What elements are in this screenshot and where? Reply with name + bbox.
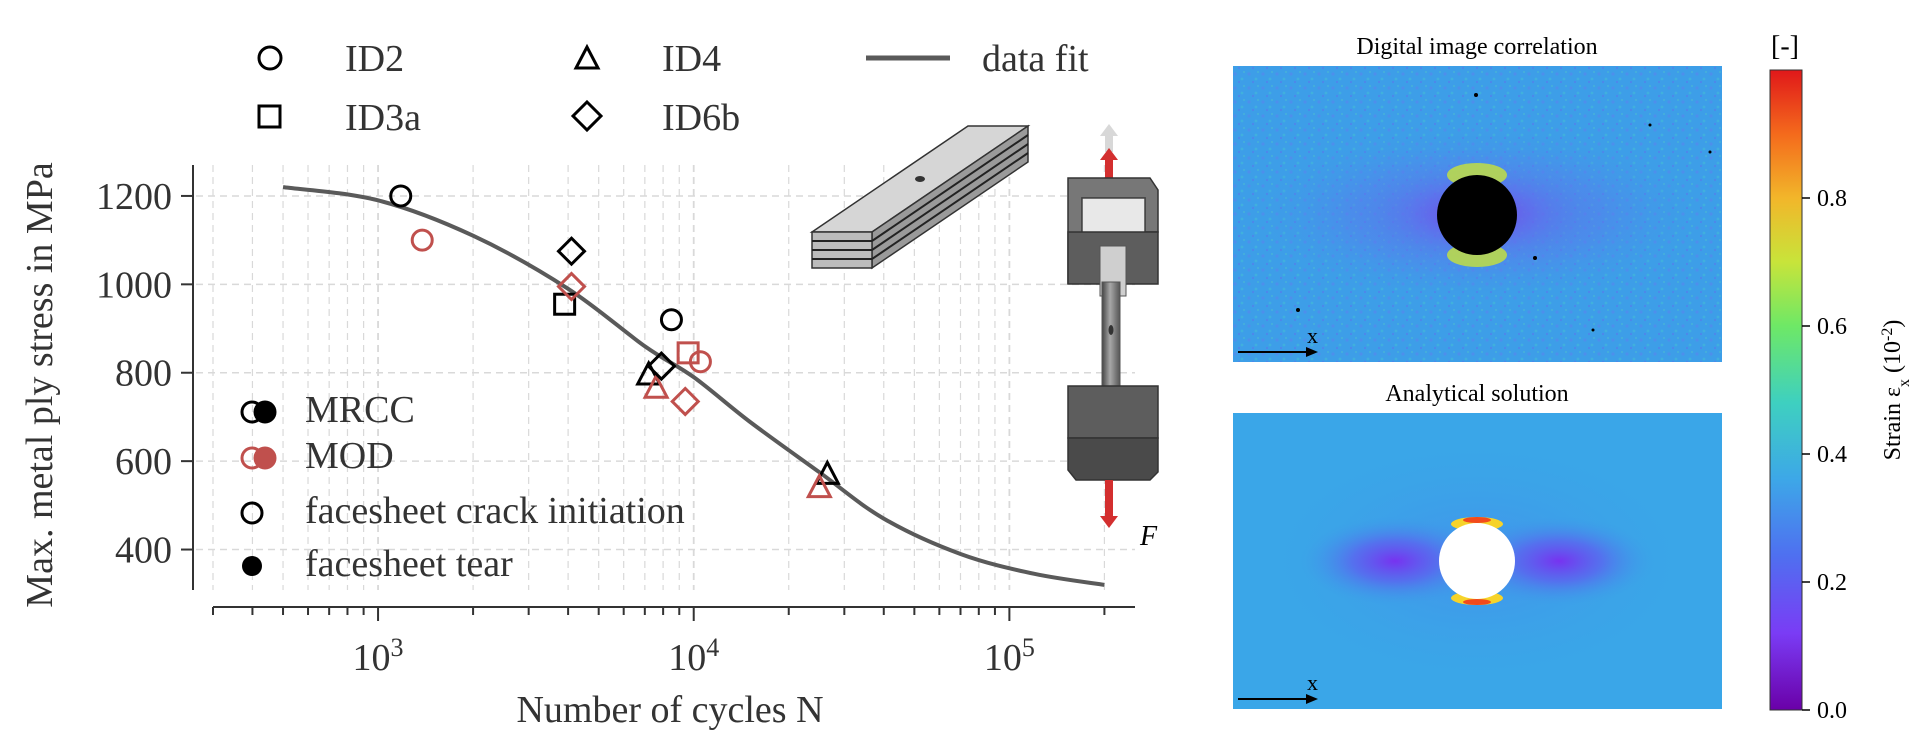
y-tick-label: 1000 bbox=[96, 264, 172, 306]
analytical-panel-title: Analytical solution bbox=[1385, 381, 1568, 407]
legend-crack-initiation-label: facesheet crack initiation bbox=[305, 490, 685, 532]
legend-inner: MRCC MOD facesheet crack initiation face… bbox=[240, 389, 685, 585]
x-ticks: 103 104 105 bbox=[212, 607, 1106, 680]
legend-top: ID2 ID4 data fit ID3a ID6b bbox=[257, 38, 1089, 139]
data-point-id6b-mod bbox=[556, 271, 587, 302]
analytical-panel: Analytical solution x bbox=[1233, 381, 1722, 709]
data-point-id2-mod bbox=[410, 228, 434, 252]
data-markers bbox=[389, 184, 841, 499]
data-point-id3a-mrcc bbox=[553, 292, 577, 316]
legend-mod-filled bbox=[253, 446, 277, 470]
legend-open-marker bbox=[240, 501, 264, 525]
legend-id4-label: ID4 bbox=[662, 38, 721, 80]
data-point-id6b-mrcc bbox=[556, 236, 587, 267]
data-point-id2-mrcc bbox=[659, 308, 683, 332]
dic-panel: Digital image correlation x bbox=[1233, 34, 1722, 362]
legend-tear-label: facesheet tear bbox=[305, 543, 513, 585]
colorbar-label: Strain εx (10-2) bbox=[1879, 320, 1913, 461]
legend-id3a-label: ID3a bbox=[345, 97, 421, 139]
data-fit-curve bbox=[282, 185, 1105, 587]
legend-id6b-label: ID6b bbox=[662, 97, 740, 139]
data-point-id3a-mod bbox=[676, 341, 700, 365]
fatigue-chart: 400 600 800 1000 1200 103 104 105 Max. metal p… bbox=[19, 38, 1135, 731]
legend-mrcc-filled bbox=[253, 400, 277, 424]
colorbar-tick-label: 0.8 bbox=[1817, 186, 1847, 212]
data-point-id4-mrcc bbox=[813, 459, 841, 485]
y-tick-label: 400 bbox=[115, 530, 172, 572]
legend-id3a-marker bbox=[257, 104, 282, 129]
y-tick-label: 600 bbox=[115, 441, 172, 483]
colorbar-tick-label: 0.2 bbox=[1817, 570, 1847, 596]
colorbar-tick-label: 0.0 bbox=[1817, 698, 1847, 724]
legend-id6b-marker bbox=[570, 99, 604, 133]
laminate-specimen-illustration bbox=[809, 124, 1031, 270]
dic-axis-label: x bbox=[1307, 323, 1318, 348]
colorbar-gradient bbox=[1769, 69, 1803, 711]
y-axis-title: Max. metal ply stress in MPa bbox=[19, 162, 61, 608]
colorbar: [-] 0.0 0.2 0.4 0.6 0.8 Strain εx (10-2) bbox=[1769, 31, 1913, 724]
legend-fit-label: data fit bbox=[982, 38, 1089, 80]
legend-mod-label: MOD bbox=[305, 435, 394, 477]
fatigue-test-fixture-illustration: F bbox=[1067, 124, 1159, 552]
y-tick-label: 800 bbox=[115, 353, 172, 395]
colorbar-tick-label: 0.6 bbox=[1817, 314, 1847, 340]
colorbar-tick-label: 0.4 bbox=[1817, 442, 1847, 468]
y-ticks: 400 600 800 1000 1200 bbox=[96, 176, 193, 572]
x-tick-label: 103 bbox=[353, 633, 404, 680]
y-tick-label: 1200 bbox=[96, 176, 172, 218]
colorbar-ticks: 0.0 0.2 0.4 0.6 0.8 bbox=[1802, 186, 1847, 724]
data-point-id2-mrcc bbox=[389, 184, 413, 208]
legend-id4-marker bbox=[573, 43, 601, 70]
dic-panel-title: Digital image correlation bbox=[1356, 34, 1597, 60]
data-point-id6b-mod bbox=[670, 386, 701, 417]
x-axis-title: Number of cycles N bbox=[516, 689, 823, 731]
legend-filled-marker bbox=[242, 556, 262, 576]
legend-id2-label: ID2 bbox=[345, 38, 404, 80]
x-tick-label: 104 bbox=[668, 633, 719, 680]
data-point-id6b-mrcc bbox=[646, 350, 677, 382]
force-label: F bbox=[1139, 521, 1158, 552]
legend-mrcc-label: MRCC bbox=[305, 389, 415, 431]
data-point-id4-mod bbox=[642, 372, 670, 399]
x-tick-label: 105 bbox=[984, 633, 1035, 680]
data-point-id4-mod bbox=[805, 472, 833, 499]
analytical-axis-label: x bbox=[1307, 670, 1318, 695]
colorbar-unit: [-] bbox=[1771, 31, 1799, 62]
legend-id2-marker bbox=[257, 45, 283, 71]
